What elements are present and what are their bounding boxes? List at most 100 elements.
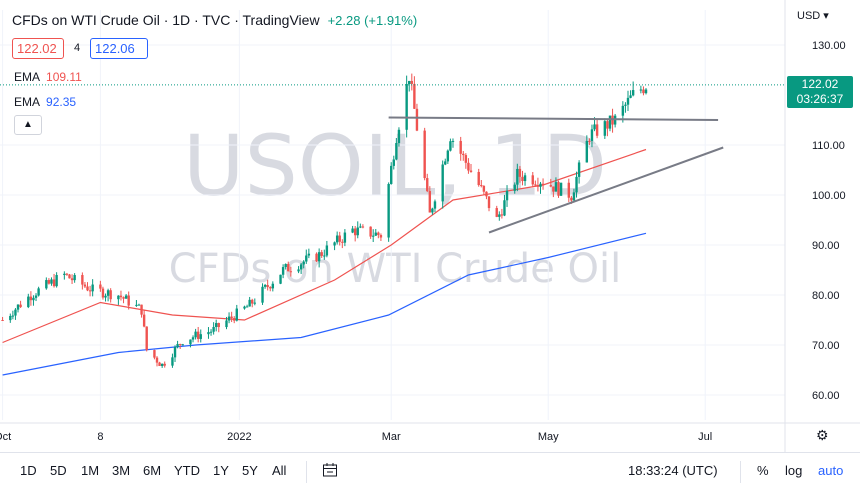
candle-body [639, 89, 643, 91]
candle-body [444, 161, 447, 165]
candle-body [124, 295, 128, 299]
y-tick-label: 60.00 [812, 390, 840, 402]
candle-body [73, 275, 76, 281]
candle-body [281, 267, 285, 275]
candle-body [575, 176, 578, 193]
ema-slow-legend[interactable]: EMA 92.35 [14, 95, 76, 109]
price-chart[interactable]: USOIL, 1D CFDs on WTI Crude Oil 130.00 11… [0, 0, 860, 452]
candle-body [451, 140, 455, 142]
y-tick-label: 130.00 [812, 40, 846, 52]
candle-body [518, 168, 522, 177]
candle-body [68, 274, 71, 279]
candle-body [516, 168, 519, 185]
candle-body [539, 183, 542, 187]
candle-body [34, 295, 38, 298]
candle-body [462, 153, 465, 156]
candle-body [428, 191, 432, 213]
ema-slow-value: 92.35 [46, 95, 77, 109]
ascending-support-line[interactable] [488, 146, 724, 234]
y-tick-label: 100.00 [812, 190, 846, 202]
candle-body [45, 280, 48, 289]
candle-body [513, 184, 516, 191]
candle-body [9, 315, 12, 321]
candle-body [359, 226, 362, 228]
candle-body [109, 290, 112, 300]
calendar-range-icon[interactable] [322, 462, 338, 481]
candle-body [302, 261, 305, 265]
candle-body [323, 255, 326, 257]
candle-body [233, 318, 236, 321]
watermark-symbol: USOIL, 1D [183, 117, 607, 215]
log-scale-toggle[interactable]: log [785, 463, 803, 478]
candle-body [408, 80, 411, 85]
candle-body [299, 264, 303, 270]
candle-body [209, 331, 213, 333]
collapse-legend-button[interactable]: ▲ [14, 115, 42, 135]
candle-body [1, 320, 4, 321]
candle-body [642, 89, 645, 94]
candle-body [487, 196, 491, 209]
range-1m-button[interactable]: 1M [81, 463, 100, 478]
candle-body [371, 235, 375, 237]
candle-body [338, 235, 341, 242]
candle-body [191, 337, 195, 340]
spread-value: 4 [74, 42, 81, 54]
percent-scale-toggle[interactable]: % [757, 463, 769, 478]
bar-countdown: 03:26:37 [796, 91, 844, 106]
currency-label: USD [797, 10, 821, 22]
candle-body [577, 162, 581, 177]
last-price-value: 122.02 [801, 76, 839, 91]
candle-body [155, 357, 159, 363]
range-6m-button[interactable]: 6M [143, 463, 162, 478]
currency-selector[interactable]: USD ▾ [797, 9, 829, 22]
candle-body [464, 155, 468, 163]
watermark-description: CFDs on WTI Crude Oil [169, 246, 621, 292]
candle-body [369, 226, 372, 237]
candle-body [99, 284, 102, 289]
candle-body [343, 232, 347, 243]
candle-body [608, 115, 612, 129]
range-3m-button[interactable]: 3M [112, 463, 131, 478]
candle-body [325, 245, 329, 256]
range-1y-button[interactable]: 1Y [213, 463, 229, 478]
candle-body [119, 295, 123, 298]
candle-body [554, 182, 558, 192]
candle-body [235, 308, 238, 321]
range-1d-button[interactable]: 1D [20, 463, 37, 478]
candle-body [297, 269, 300, 272]
candle-body [426, 178, 429, 192]
range-5y-button[interactable]: 5Y [242, 463, 258, 478]
candle-body [122, 297, 125, 299]
candle-body [86, 286, 89, 291]
chevron-down-icon: ▾ [823, 10, 829, 22]
toolbar-divider [740, 461, 741, 483]
candle-body [415, 108, 419, 131]
candle-body [549, 185, 552, 187]
candle-body [194, 331, 197, 338]
candle-body [287, 264, 290, 272]
utc-clock[interactable]: 18:33:24 (UTC) [628, 463, 718, 478]
candle-body [176, 344, 179, 347]
candle-body [245, 306, 249, 308]
candle-body [498, 214, 501, 217]
candle-body [230, 316, 233, 319]
range-all-button[interactable]: All [272, 463, 287, 478]
gear-icon[interactable]: ⚙ [816, 427, 829, 443]
horizontal-resistance-line[interactable] [388, 116, 719, 121]
candle-body [495, 208, 498, 217]
candle-body [413, 83, 416, 109]
buy-price-button[interactable]: 122.06 [90, 38, 148, 59]
candle-body [570, 197, 573, 201]
ema-fast-legend[interactable]: EMA 109.11 [14, 70, 82, 84]
sell-price-button[interactable]: 122.02 [12, 38, 64, 59]
candle-body [199, 334, 202, 339]
auto-scale-toggle[interactable]: auto [818, 463, 844, 478]
candle-body [593, 124, 596, 130]
range-ytd-button[interactable]: YTD [174, 463, 200, 478]
candle-body [397, 129, 401, 144]
candle-body [289, 271, 293, 273]
y-tick-label: 70.00 [812, 340, 840, 352]
candle-body [333, 242, 336, 246]
range-5d-button[interactable]: 5D [50, 463, 67, 478]
candle-body [253, 302, 257, 304]
